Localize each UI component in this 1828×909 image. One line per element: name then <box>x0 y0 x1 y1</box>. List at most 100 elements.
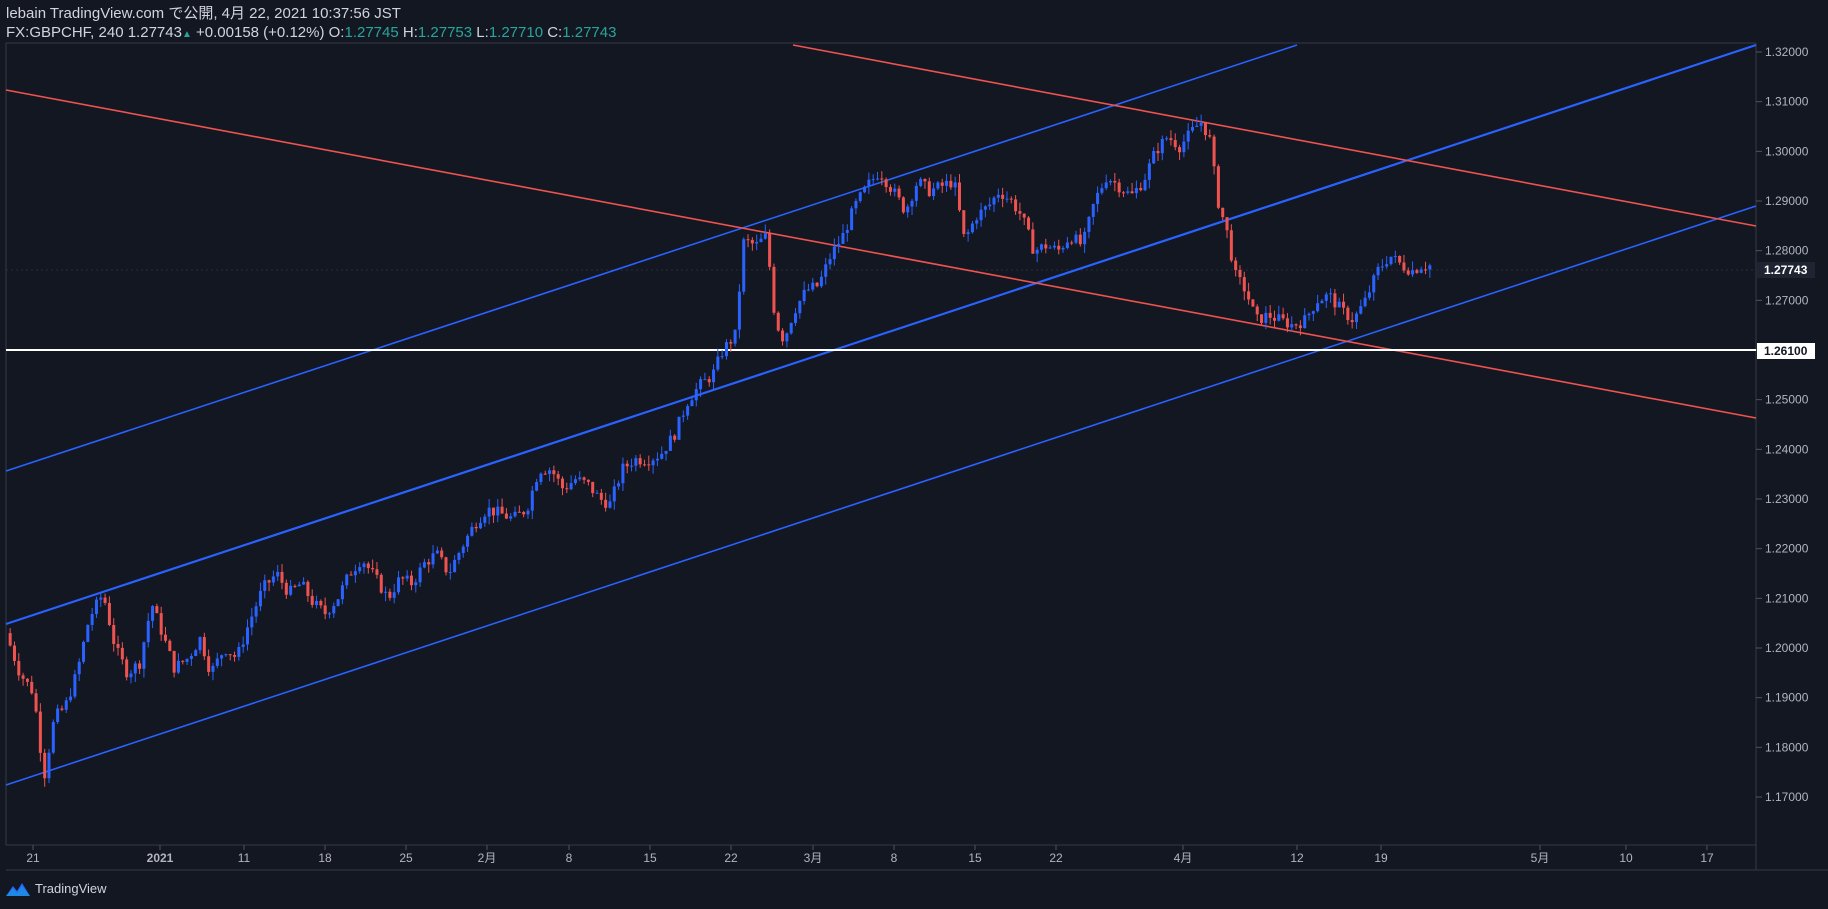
candle <box>414 578 418 593</box>
candle <box>457 551 461 565</box>
candle <box>1130 182 1134 194</box>
candle <box>1074 230 1078 245</box>
candle <box>1156 142 1160 161</box>
triangle-up-icon: ▲ <box>181 29 192 40</box>
price-axis[interactable]: 1.32000 1.31000 1.30000 1.29000 1.28000 1.270… <box>1756 45 1809 804</box>
candle <box>880 171 884 186</box>
candle <box>932 182 936 200</box>
candle <box>64 697 68 713</box>
candle <box>940 178 944 193</box>
candle <box>1294 323 1298 330</box>
price-tick-label: 1.24000 <box>1765 442 1809 456</box>
price-tick-label: 1.29000 <box>1765 194 1809 208</box>
price-tick-label: 1.23000 <box>1765 492 1809 506</box>
candle <box>1018 202 1022 221</box>
candle <box>975 217 979 230</box>
candle <box>811 277 815 292</box>
candle <box>655 452 659 467</box>
candle <box>1078 228 1082 247</box>
candle <box>25 678 29 687</box>
trend-channels[interactable] <box>5 43 1757 786</box>
time-tick-label: 17 <box>1700 851 1714 865</box>
candle <box>845 224 849 242</box>
candle <box>875 171 880 181</box>
candle <box>664 450 668 461</box>
candle <box>1199 114 1203 132</box>
candle <box>1225 216 1229 239</box>
candle <box>927 177 931 198</box>
candle <box>1307 312 1311 321</box>
candle <box>1303 308 1307 329</box>
chart-header: lebain TradingView.com で公開, 4月 22, 2021 … <box>6 5 616 43</box>
candle <box>1415 268 1419 274</box>
candle <box>12 641 16 666</box>
open-value: 1.27745 <box>344 24 399 41</box>
candle <box>254 601 258 623</box>
candle <box>77 658 81 682</box>
candle <box>1229 224 1233 263</box>
time-tick-label: 19 <box>1374 851 1388 865</box>
candle <box>630 458 634 472</box>
low-value: 1.27710 <box>488 24 544 41</box>
candle <box>936 180 940 191</box>
tradingview-brand[interactable]: TradingView <box>6 881 107 896</box>
candle <box>397 571 401 595</box>
time-tick-label: 12 <box>1290 851 1304 865</box>
candle <box>690 395 694 407</box>
candle <box>699 376 703 398</box>
time-tick-label: 18 <box>318 851 332 865</box>
candle <box>241 636 245 653</box>
candle <box>1022 213 1026 226</box>
candle <box>957 174 962 212</box>
candle <box>1126 186 1130 195</box>
tradingview-logo-icon <box>6 882 30 896</box>
candle <box>1311 310 1315 322</box>
candle <box>681 410 685 423</box>
candle <box>776 311 780 332</box>
candle <box>362 561 366 574</box>
price-tick-label: 1.21000 <box>1765 591 1809 605</box>
candle <box>772 263 776 316</box>
candle <box>850 205 854 231</box>
candle <box>1178 144 1182 160</box>
candle <box>60 705 64 712</box>
candle <box>867 172 871 194</box>
candle <box>979 202 983 227</box>
candle <box>1203 122 1207 141</box>
candle <box>841 224 845 244</box>
candle <box>677 416 681 440</box>
candle <box>504 508 508 520</box>
time-axis[interactable]: 21 2021 11 18 25 2月 8 15 22 3月 8 15 22 4月 12 19 5月 10 17 <box>26 845 1714 865</box>
candle <box>90 607 94 631</box>
candle <box>595 489 599 494</box>
candle <box>120 642 124 665</box>
candle <box>1147 158 1151 189</box>
candle <box>332 602 336 618</box>
candle <box>1139 182 1143 192</box>
candle <box>608 494 612 509</box>
candle <box>1186 123 1190 150</box>
time-tick-label: 4月 <box>1174 851 1193 865</box>
candle <box>651 458 655 474</box>
candle <box>466 533 470 552</box>
candle <box>366 561 370 574</box>
candle <box>1316 294 1320 313</box>
time-tick-label: 3月 <box>804 851 823 865</box>
candle <box>988 197 992 211</box>
candle <box>103 593 107 606</box>
candle <box>1346 305 1350 325</box>
candle <box>198 636 202 654</box>
lower-red-trendline <box>5 89 1757 419</box>
candle <box>215 652 219 669</box>
candle <box>228 653 232 661</box>
candle <box>1260 314 1264 325</box>
candle <box>720 350 724 360</box>
candle <box>1363 290 1367 308</box>
candle <box>509 513 513 522</box>
time-tick-label: 25 <box>399 851 413 865</box>
candle <box>444 556 448 576</box>
candle <box>660 446 664 460</box>
candle <box>781 328 785 346</box>
candle <box>569 475 573 491</box>
